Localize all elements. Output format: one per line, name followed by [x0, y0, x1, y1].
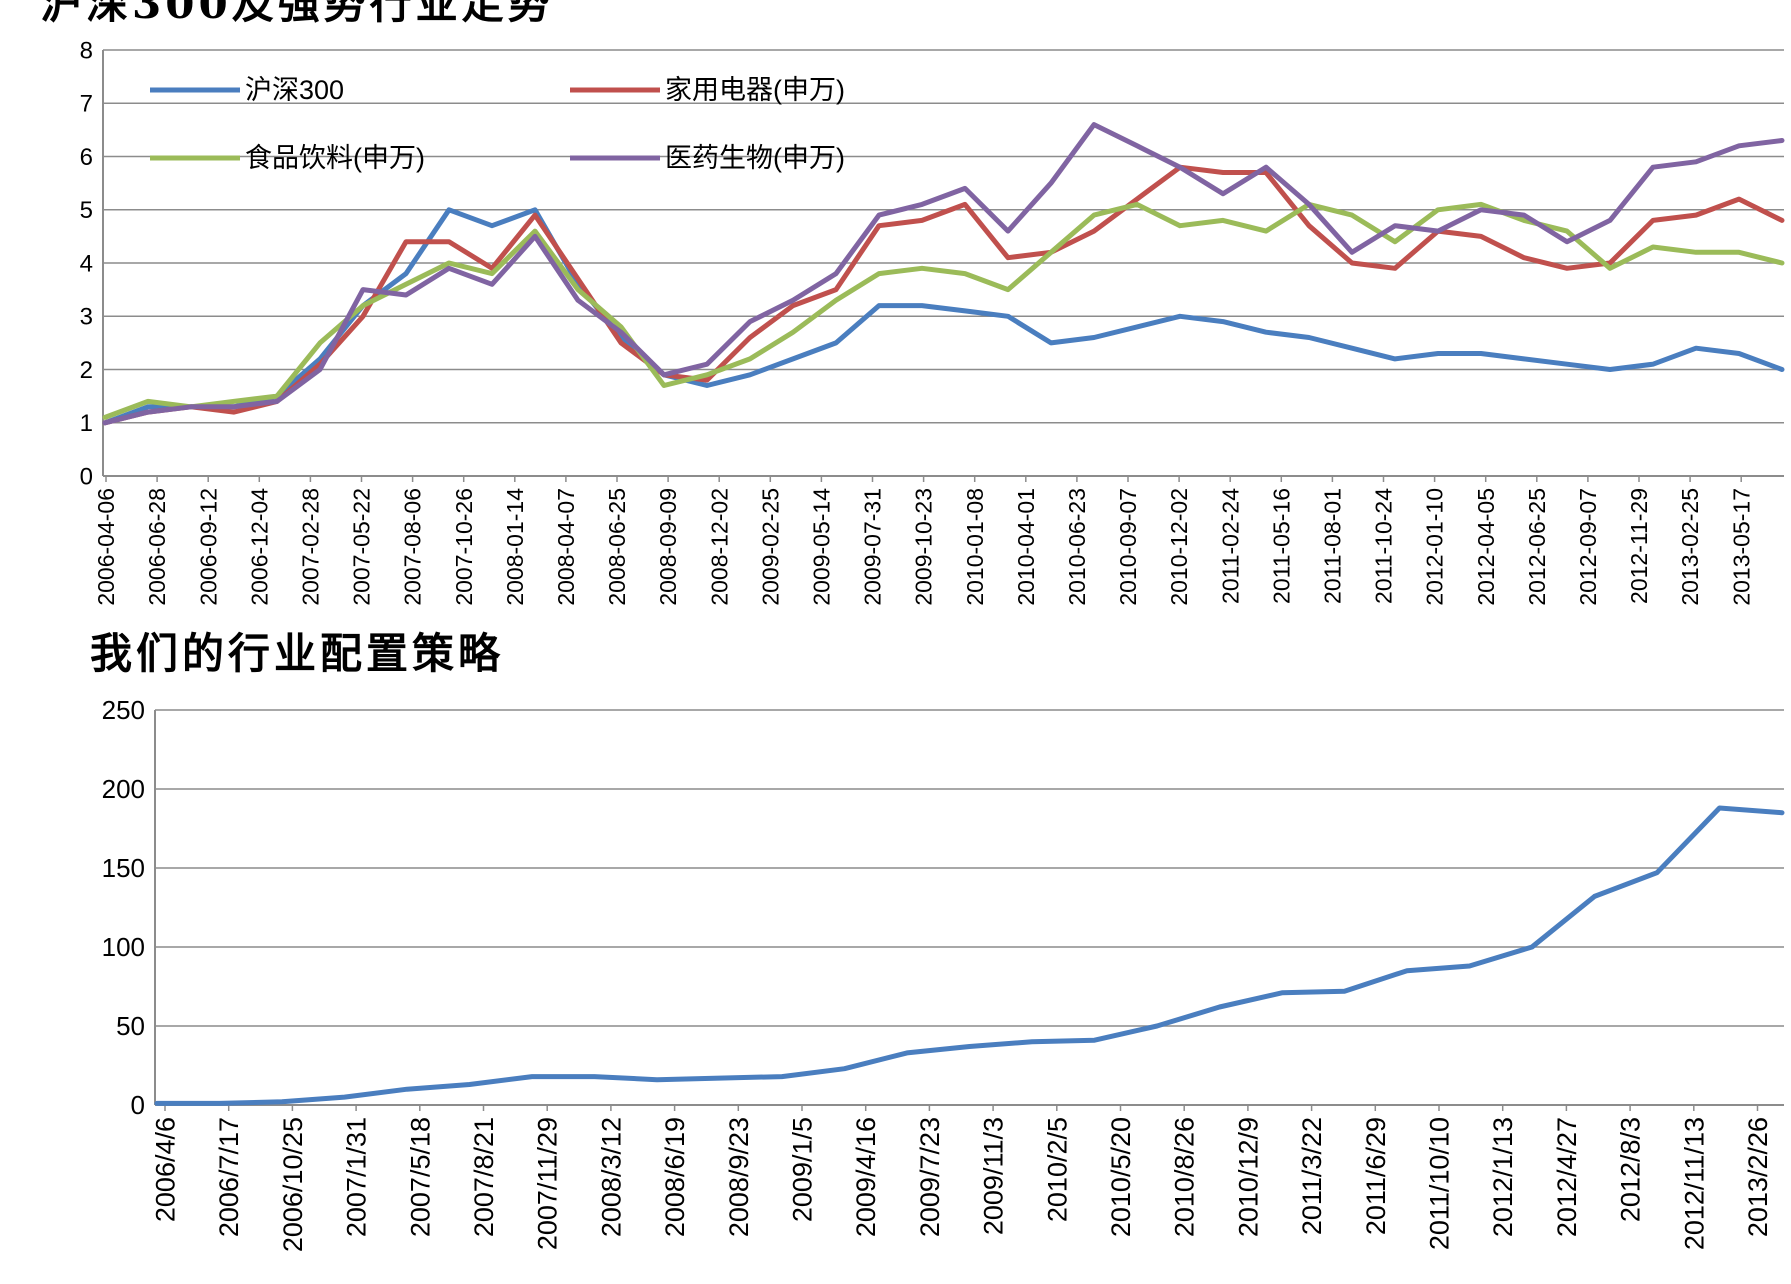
x-tick-label: 2007/11/29 — [533, 1117, 563, 1250]
y-tick-label: 5 — [80, 197, 93, 224]
x-tick-label: 2008-01-14 — [502, 488, 528, 606]
x-tick-label: 2006/7/17 — [214, 1117, 244, 1237]
x-tick-label: 2008-12-02 — [706, 488, 732, 606]
x-tick-label: 2009/7/23 — [915, 1117, 945, 1237]
x-tick-label: 2011-10-24 — [1371, 488, 1397, 604]
x-tick-label: 2009-10-23 — [911, 488, 937, 606]
x-tick-label: 2006-12-04 — [246, 488, 272, 606]
chart-title: 沪深300及强势行业走势 — [40, 0, 554, 28]
series-line-0 — [102, 207, 1785, 426]
x-tick-label: 2007/1/31 — [342, 1117, 372, 1237]
x-tick-label: 2007/5/18 — [405, 1117, 435, 1237]
chart-title: 我们的行业配置策略 — [90, 629, 505, 678]
x-tick-label: 2006-09-12 — [195, 488, 221, 606]
x-tick-label: 2009-05-14 — [808, 488, 834, 606]
x-tick-label: 2012/1/13 — [1488, 1117, 1518, 1237]
x-tick-label: 2011/10/10 — [1424, 1117, 1454, 1250]
x-tick-label: 2010/8/26 — [1170, 1117, 1200, 1237]
y-tick-label: 50 — [116, 1011, 145, 1041]
legend-label: 食品饮料(申万) — [245, 143, 425, 173]
x-tick-label: 2009-07-31 — [860, 488, 886, 606]
x-tick-label: 2013-05-17 — [1728, 488, 1754, 606]
series-line-0 — [154, 805, 1785, 1106]
y-tick-label: 0 — [80, 463, 93, 490]
x-tick-label: 2012-04-05 — [1473, 488, 1499, 606]
x-tick-label: 2010/2/5 — [1042, 1117, 1072, 1222]
x-tick-label: 2010-12-02 — [1166, 488, 1192, 606]
y-tick-label: 100 — [102, 932, 145, 962]
y-tick-label: 0 — [131, 1090, 145, 1120]
x-tick-label: 2007-02-28 — [297, 488, 323, 606]
series-line-1 — [102, 164, 1785, 426]
x-tick-label: 2008-04-07 — [553, 488, 579, 606]
x-tick-label: 2009/4/16 — [851, 1117, 881, 1237]
y-tick-label: 1 — [80, 410, 93, 437]
x-tick-label: 2011/3/22 — [1297, 1117, 1327, 1235]
y-tick-label: 2 — [80, 357, 93, 384]
x-tick-label: 2013/2/26 — [1743, 1117, 1773, 1237]
x-tick-label: 2012/4/27 — [1552, 1117, 1582, 1237]
x-tick-label: 2008/9/23 — [724, 1117, 754, 1237]
line-chart-svg: 0 1 2 3 4 5 6 7 8 2006-04-06 2006-06-28 2006-09-12 2… — [80, 37, 1785, 606]
chart-strategy: 我们的行业配置策略 0 50 100 150 200 250 2006/4/6 2006/7/… — [0, 629, 1791, 1284]
x-tick-label: 2008-09-09 — [655, 488, 681, 606]
x-tick-label: 2006/10/25 — [278, 1117, 308, 1252]
x-tick-label: 2011/6/29 — [1361, 1117, 1391, 1235]
x-tick-label: 2010/12/9 — [1233, 1117, 1263, 1237]
x-tick-label: 2013-02-25 — [1677, 488, 1703, 606]
series-line-3 — [102, 122, 1785, 426]
y-tick-label: 250 — [102, 695, 145, 725]
x-tick-label: 2006-04-06 — [93, 488, 119, 606]
x-tick-label: 2010-09-07 — [1115, 488, 1141, 606]
x-tick-label: 2007-10-26 — [451, 488, 477, 606]
series-line-2 — [102, 201, 1785, 420]
y-tick-label: 6 — [80, 144, 93, 171]
x-tick-label: 2010-06-23 — [1064, 488, 1090, 606]
x-tick-label: 2010-04-01 — [1013, 488, 1039, 606]
y-tick-label: 150 — [102, 853, 145, 883]
x-tick-label: 2011-05-16 — [1268, 488, 1294, 604]
y-tick-label: 3 — [80, 304, 93, 331]
y-tick-label: 200 — [102, 774, 145, 804]
y-tick-label: 8 — [80, 37, 93, 64]
y-tick-label: 7 — [80, 91, 93, 118]
x-tick-label: 2012-01-10 — [1422, 488, 1448, 606]
x-tick-label: 2012-11-29 — [1626, 488, 1652, 604]
x-tick-label: 2012-09-07 — [1575, 488, 1601, 606]
x-tick-label: 2012/11/13 — [1679, 1117, 1709, 1250]
x-tick-label: 2012/8/3 — [1616, 1117, 1646, 1222]
chart-industry-trend: 沪深300及强势行业走势 0 1 2 3 4 5 6 7 8 2006-04-06 2006-06-… — [0, 0, 1791, 630]
x-tick-label: 2008-06-25 — [604, 488, 630, 606]
x-tick-label: 2006-06-28 — [144, 488, 170, 606]
legend-label: 医药生物(申万) — [665, 143, 845, 173]
x-tick-label: 2009/1/5 — [787, 1117, 817, 1222]
legend-label: 家用电器(申万) — [665, 75, 845, 105]
legend-label: 沪深300 — [245, 75, 344, 105]
x-tick-label: 2009/11/3 — [979, 1117, 1009, 1235]
x-tick-label: 2008/3/12 — [596, 1117, 626, 1237]
x-tick-label: 2010-01-08 — [962, 488, 988, 606]
x-tick-label: 2011-02-24 — [1217, 488, 1243, 604]
x-tick-label: 2007-05-22 — [349, 488, 375, 606]
x-tick-label: 2011-08-01 — [1319, 488, 1345, 604]
x-tick-label: 2008/6/19 — [660, 1117, 690, 1237]
x-tick-label: 2012-06-25 — [1524, 488, 1550, 606]
line-chart-svg: 0 50 100 150 200 250 2006/4/6 2006/7/17 2006/10/… — [102, 695, 1785, 1252]
x-tick-label: 2007-08-06 — [400, 488, 426, 606]
x-tick-label: 2009-02-25 — [757, 488, 783, 606]
x-tick-label: 2010/5/20 — [1106, 1117, 1136, 1237]
y-tick-label: 4 — [80, 250, 93, 277]
x-tick-label: 2006/4/6 — [150, 1117, 180, 1222]
x-tick-label: 2007/8/21 — [469, 1117, 499, 1237]
